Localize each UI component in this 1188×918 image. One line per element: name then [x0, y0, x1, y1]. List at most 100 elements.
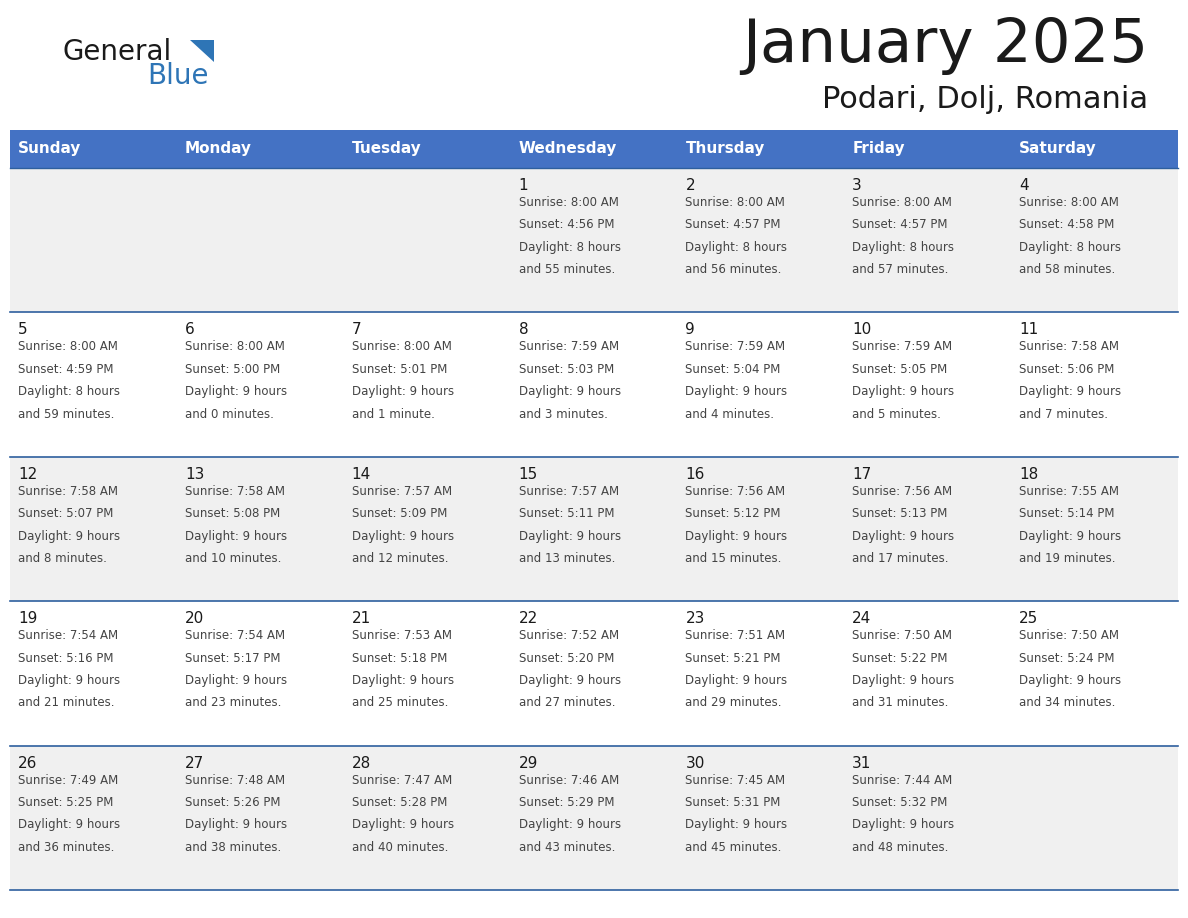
Text: Sunset: 5:09 PM: Sunset: 5:09 PM	[352, 507, 447, 521]
Text: Daylight: 8 hours: Daylight: 8 hours	[18, 386, 120, 398]
Text: Sunrise: 8:00 AM: Sunrise: 8:00 AM	[185, 341, 285, 353]
Text: Sunset: 5:17 PM: Sunset: 5:17 PM	[185, 652, 280, 665]
Text: Sunrise: 7:58 AM: Sunrise: 7:58 AM	[1019, 341, 1119, 353]
Text: 21: 21	[352, 611, 371, 626]
Text: Sunrise: 7:57 AM: Sunrise: 7:57 AM	[519, 485, 619, 498]
Text: 24: 24	[852, 611, 872, 626]
Text: Sunrise: 7:57 AM: Sunrise: 7:57 AM	[352, 485, 451, 498]
Text: Daylight: 8 hours: Daylight: 8 hours	[1019, 241, 1121, 253]
Text: Sunset: 4:59 PM: Sunset: 4:59 PM	[18, 363, 114, 375]
Text: and 23 minutes.: and 23 minutes.	[185, 697, 282, 710]
Text: Daylight: 9 hours: Daylight: 9 hours	[685, 818, 788, 832]
Text: 30: 30	[685, 756, 704, 770]
Text: Sunset: 5:08 PM: Sunset: 5:08 PM	[185, 507, 280, 521]
Text: Sunrise: 7:49 AM: Sunrise: 7:49 AM	[18, 774, 119, 787]
Text: 8: 8	[519, 322, 529, 338]
Text: Saturday: Saturday	[1019, 141, 1097, 156]
Text: 15: 15	[519, 466, 538, 482]
Text: Daylight: 9 hours: Daylight: 9 hours	[185, 530, 287, 543]
Text: and 21 minutes.: and 21 minutes.	[18, 697, 114, 710]
Text: 23: 23	[685, 611, 704, 626]
Text: Sunset: 5:11 PM: Sunset: 5:11 PM	[519, 507, 614, 521]
Bar	[10, 130, 1178, 168]
Text: and 7 minutes.: and 7 minutes.	[1019, 408, 1108, 420]
Text: Daylight: 9 hours: Daylight: 9 hours	[352, 818, 454, 832]
Text: Sunset: 5:25 PM: Sunset: 5:25 PM	[18, 796, 113, 809]
Text: and 4 minutes.: and 4 minutes.	[685, 408, 775, 420]
Text: Sunset: 5:16 PM: Sunset: 5:16 PM	[18, 652, 114, 665]
Text: Daylight: 9 hours: Daylight: 9 hours	[685, 386, 788, 398]
Text: 3: 3	[852, 178, 862, 193]
Text: and 13 minutes.: and 13 minutes.	[519, 552, 615, 565]
Text: Tuesday: Tuesday	[352, 141, 422, 156]
Text: 14: 14	[352, 466, 371, 482]
Text: Sunrise: 7:53 AM: Sunrise: 7:53 AM	[352, 629, 451, 643]
Text: and 19 minutes.: and 19 minutes.	[1019, 552, 1116, 565]
Text: Daylight: 9 hours: Daylight: 9 hours	[185, 674, 287, 687]
Text: Sunset: 5:12 PM: Sunset: 5:12 PM	[685, 507, 781, 521]
Text: and 40 minutes.: and 40 minutes.	[352, 841, 448, 854]
Text: Daylight: 9 hours: Daylight: 9 hours	[18, 530, 120, 543]
Text: and 10 minutes.: and 10 minutes.	[185, 552, 282, 565]
Text: 6: 6	[185, 322, 195, 338]
Text: Sunset: 5:28 PM: Sunset: 5:28 PM	[352, 796, 447, 809]
Text: and 31 minutes.: and 31 minutes.	[852, 697, 949, 710]
Text: Sunrise: 7:50 AM: Sunrise: 7:50 AM	[852, 629, 953, 643]
Text: Daylight: 8 hours: Daylight: 8 hours	[852, 241, 954, 253]
Text: Sunrise: 8:00 AM: Sunrise: 8:00 AM	[685, 196, 785, 209]
Text: Daylight: 9 hours: Daylight: 9 hours	[185, 818, 287, 832]
Text: and 3 minutes.: and 3 minutes.	[519, 408, 607, 420]
Text: Daylight: 9 hours: Daylight: 9 hours	[519, 386, 620, 398]
Text: and 59 minutes.: and 59 minutes.	[18, 408, 114, 420]
Text: Sunrise: 7:47 AM: Sunrise: 7:47 AM	[352, 774, 451, 787]
Text: Daylight: 9 hours: Daylight: 9 hours	[185, 386, 287, 398]
Text: Friday: Friday	[852, 141, 905, 156]
Text: Daylight: 9 hours: Daylight: 9 hours	[18, 818, 120, 832]
Text: and 56 minutes.: and 56 minutes.	[685, 263, 782, 276]
Text: Sunset: 5:05 PM: Sunset: 5:05 PM	[852, 363, 948, 375]
Text: 18: 18	[1019, 466, 1038, 482]
Text: and 27 minutes.: and 27 minutes.	[519, 697, 615, 710]
Text: Sunset: 5:32 PM: Sunset: 5:32 PM	[852, 796, 948, 809]
Text: 11: 11	[1019, 322, 1038, 338]
Text: Sunrise: 8:00 AM: Sunrise: 8:00 AM	[18, 341, 118, 353]
Text: Sunset: 5:07 PM: Sunset: 5:07 PM	[18, 507, 113, 521]
Bar	[10, 745, 1178, 890]
Text: and 12 minutes.: and 12 minutes.	[352, 552, 448, 565]
Text: Sunday: Sunday	[18, 141, 81, 156]
Text: 1: 1	[519, 178, 529, 193]
Text: Sunrise: 8:00 AM: Sunrise: 8:00 AM	[1019, 196, 1119, 209]
Text: 13: 13	[185, 466, 204, 482]
Bar	[10, 312, 1178, 457]
Text: Daylight: 9 hours: Daylight: 9 hours	[18, 674, 120, 687]
Text: Sunset: 5:14 PM: Sunset: 5:14 PM	[1019, 507, 1114, 521]
Text: Sunset: 5:26 PM: Sunset: 5:26 PM	[185, 796, 280, 809]
Text: 4: 4	[1019, 178, 1029, 193]
Text: 31: 31	[852, 756, 872, 770]
Text: 2: 2	[685, 178, 695, 193]
Text: Daylight: 9 hours: Daylight: 9 hours	[352, 386, 454, 398]
Text: Sunrise: 7:56 AM: Sunrise: 7:56 AM	[852, 485, 953, 498]
Text: Sunset: 4:56 PM: Sunset: 4:56 PM	[519, 218, 614, 231]
Text: 22: 22	[519, 611, 538, 626]
Text: 7: 7	[352, 322, 361, 338]
Text: Sunrise: 7:45 AM: Sunrise: 7:45 AM	[685, 774, 785, 787]
Text: Sunset: 4:57 PM: Sunset: 4:57 PM	[852, 218, 948, 231]
Text: and 58 minutes.: and 58 minutes.	[1019, 263, 1116, 276]
Text: 9: 9	[685, 322, 695, 338]
Text: and 45 minutes.: and 45 minutes.	[685, 841, 782, 854]
Text: Sunset: 5:06 PM: Sunset: 5:06 PM	[1019, 363, 1114, 375]
Text: Sunset: 4:57 PM: Sunset: 4:57 PM	[685, 218, 781, 231]
Text: Sunrise: 7:59 AM: Sunrise: 7:59 AM	[852, 341, 953, 353]
Text: 20: 20	[185, 611, 204, 626]
Text: Daylight: 9 hours: Daylight: 9 hours	[852, 674, 954, 687]
Text: 27: 27	[185, 756, 204, 770]
Text: Thursday: Thursday	[685, 141, 765, 156]
Text: Sunrise: 7:58 AM: Sunrise: 7:58 AM	[185, 485, 285, 498]
Text: Sunset: 5:00 PM: Sunset: 5:00 PM	[185, 363, 280, 375]
Text: Sunrise: 7:44 AM: Sunrise: 7:44 AM	[852, 774, 953, 787]
Text: Daylight: 9 hours: Daylight: 9 hours	[852, 386, 954, 398]
Text: Sunrise: 8:00 AM: Sunrise: 8:00 AM	[852, 196, 952, 209]
Text: Sunset: 5:03 PM: Sunset: 5:03 PM	[519, 363, 614, 375]
Text: 10: 10	[852, 322, 872, 338]
